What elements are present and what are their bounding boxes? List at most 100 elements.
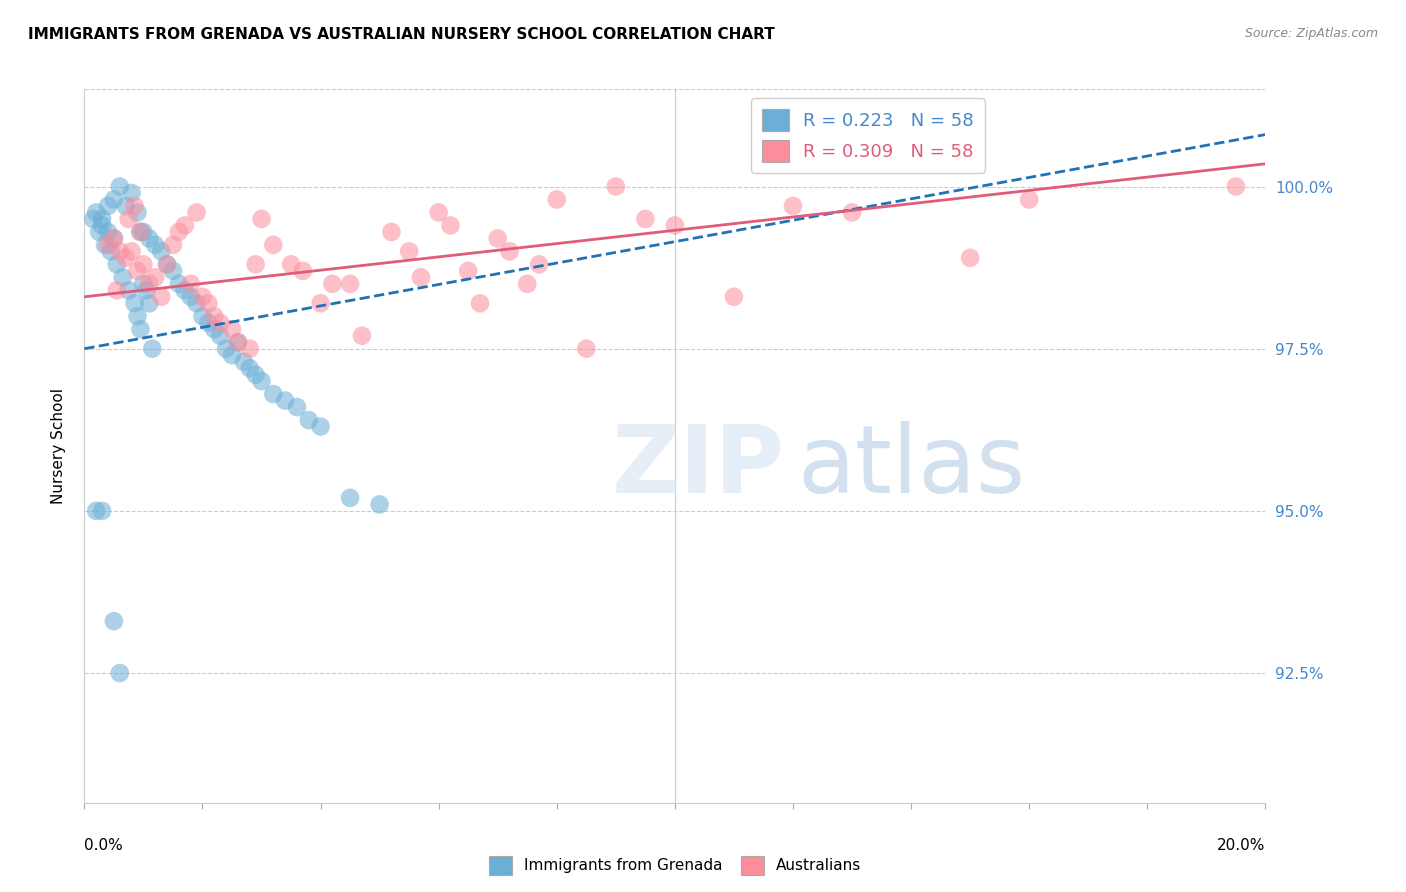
Point — [118, 211, 141, 226]
Point — [162, 238, 184, 252]
Point — [250, 211, 273, 226]
Point — [167, 225, 190, 239]
Point — [309, 419, 332, 434]
Point — [215, 342, 238, 356]
Point — [427, 205, 450, 219]
Point — [1225, 179, 1247, 194]
Point — [108, 244, 131, 259]
Point — [409, 270, 432, 285]
Point — [486, 231, 509, 245]
Point — [368, 497, 391, 511]
Point — [121, 244, 143, 259]
Legend: Immigrants from Grenada, Australians: Immigrants from Grenada, Australians — [482, 850, 868, 880]
Point — [150, 244, 173, 259]
Point — [959, 251, 981, 265]
Point — [124, 296, 146, 310]
Point — [298, 413, 321, 427]
Point — [103, 193, 125, 207]
Point — [105, 283, 128, 297]
Point — [162, 264, 184, 278]
Point — [124, 199, 146, 213]
Point — [138, 231, 160, 245]
Point — [127, 264, 149, 278]
Point — [129, 225, 152, 239]
Point — [167, 277, 190, 291]
Point — [527, 257, 550, 271]
Point — [91, 211, 114, 226]
Point — [138, 277, 160, 291]
Point — [245, 257, 267, 271]
Point — [127, 310, 149, 324]
Point — [209, 328, 232, 343]
Point — [398, 244, 420, 259]
Point — [103, 614, 125, 628]
Point — [156, 257, 179, 271]
Point — [129, 225, 152, 239]
Point — [262, 387, 284, 401]
Point — [239, 342, 262, 356]
Point — [723, 290, 745, 304]
Point — [202, 322, 225, 336]
Point — [108, 179, 131, 194]
Point — [91, 504, 114, 518]
Point — [118, 283, 141, 297]
Point — [121, 186, 143, 200]
Point — [380, 225, 402, 239]
Text: IMMIGRANTS FROM GRENADA VS AUSTRALIAN NURSERY SCHOOL CORRELATION CHART: IMMIGRANTS FROM GRENADA VS AUSTRALIAN NU… — [28, 27, 775, 42]
Point — [84, 205, 107, 219]
Point — [138, 296, 160, 310]
Text: atlas: atlas — [797, 421, 1025, 514]
Point — [97, 238, 120, 252]
Point — [103, 231, 125, 245]
Point — [605, 179, 627, 194]
Y-axis label: Nursery School: Nursery School — [51, 388, 66, 504]
Point — [664, 219, 686, 233]
Point — [100, 244, 122, 259]
Point — [180, 290, 202, 304]
Point — [782, 199, 804, 213]
Point — [197, 296, 219, 310]
Point — [114, 251, 136, 265]
Point — [180, 277, 202, 291]
Point — [97, 199, 120, 213]
Point — [191, 290, 214, 304]
Point — [339, 491, 361, 505]
Point — [226, 335, 249, 350]
Point — [132, 225, 155, 239]
Point — [280, 257, 302, 271]
Point — [226, 335, 249, 350]
Point — [350, 328, 373, 343]
Point — [91, 219, 114, 233]
Point — [105, 257, 128, 271]
Point — [173, 283, 195, 297]
Point — [197, 316, 219, 330]
Point — [291, 264, 314, 278]
Point — [239, 361, 262, 376]
Point — [191, 310, 214, 324]
Text: 0.0%: 0.0% — [84, 838, 124, 854]
Point — [232, 354, 254, 368]
Point — [143, 270, 166, 285]
Point — [262, 238, 284, 252]
Point — [127, 205, 149, 219]
Point — [111, 270, 134, 285]
Point — [84, 504, 107, 518]
Point — [309, 296, 332, 310]
Point — [97, 225, 120, 239]
Point — [186, 205, 208, 219]
Point — [135, 283, 157, 297]
Point — [221, 348, 243, 362]
Point — [114, 199, 136, 213]
Text: ZIP: ZIP — [612, 421, 785, 514]
Point — [321, 277, 343, 291]
Point — [132, 257, 155, 271]
Point — [173, 219, 195, 233]
Point — [150, 290, 173, 304]
Point — [209, 316, 232, 330]
Text: Source: ZipAtlas.com: Source: ZipAtlas.com — [1244, 27, 1378, 40]
Point — [468, 296, 491, 310]
Point — [129, 322, 152, 336]
Point — [221, 322, 243, 336]
Point — [274, 393, 297, 408]
Point — [202, 310, 225, 324]
